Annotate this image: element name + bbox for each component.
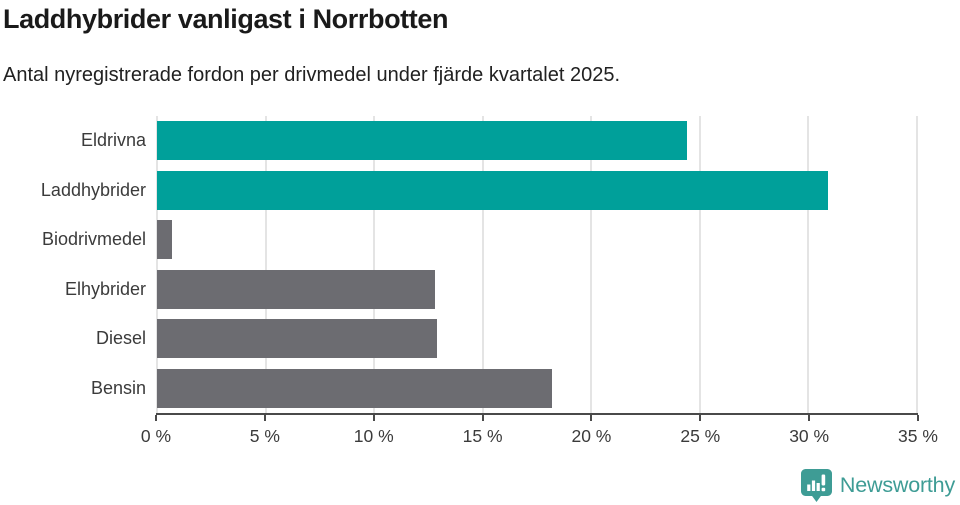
category-label: Diesel <box>95 328 146 349</box>
category-axis: Eldrivna Laddhybrider Biodrivmedel Elhybrid… <box>0 116 146 413</box>
gridline <box>807 116 810 413</box>
x-tick <box>481 415 484 421</box>
gridline <box>916 116 918 413</box>
gridline <box>698 116 701 413</box>
category-label: Elhybrider <box>64 278 146 299</box>
gridline <box>590 116 593 413</box>
x-tick-label: 30 % <box>789 426 830 446</box>
x-tick <box>372 415 375 421</box>
x-axis: 0 % 5 % 10 % 15 % 20 % 25 % 30 % 35 % <box>141 413 938 457</box>
footer: Newsworthy <box>800 469 955 502</box>
bar-bensin <box>157 368 553 408</box>
x-tick-label: 20 % <box>571 426 612 446</box>
x-tick <box>808 415 811 421</box>
category-label: Laddhybrider <box>40 179 146 200</box>
gridline <box>264 116 267 413</box>
x-tick <box>263 415 266 421</box>
x-tick <box>917 415 919 421</box>
x-tick-label: 25 % <box>680 426 721 446</box>
category-label: Bensin <box>90 377 146 398</box>
gridline <box>156 116 158 413</box>
category-label: Eldrivna <box>80 130 146 151</box>
bar-diesel <box>157 319 438 359</box>
bar-biodrivmedel <box>157 220 173 260</box>
x-tick-label: 10 % <box>353 426 394 446</box>
plot-area <box>156 116 918 413</box>
gridline <box>373 116 376 413</box>
bar-elhybrider <box>157 269 435 309</box>
x-tick <box>699 415 702 421</box>
x-tick <box>155 415 157 421</box>
x-tick-label: 5 % <box>249 426 280 446</box>
x-tick-label: 0 % <box>140 426 172 446</box>
bar-laddhybrider <box>157 170 828 210</box>
gridline <box>481 116 484 413</box>
chart-subtitle: Antal nyregistrerade fordon per drivmede… <box>3 64 621 86</box>
category-label: Biodrivmedel <box>41 229 146 250</box>
x-tick-label: 15 % <box>462 426 503 446</box>
bar-eldrivna <box>157 121 687 161</box>
chart-title: Laddhybrider vanligast i Norrbotten <box>3 4 449 34</box>
x-tick-label: 35 % <box>898 426 938 446</box>
newsworthy-wordmark: Newsworthy <box>839 473 955 497</box>
x-tick <box>590 415 593 421</box>
newsworthy-logo-icon <box>800 469 832 502</box>
